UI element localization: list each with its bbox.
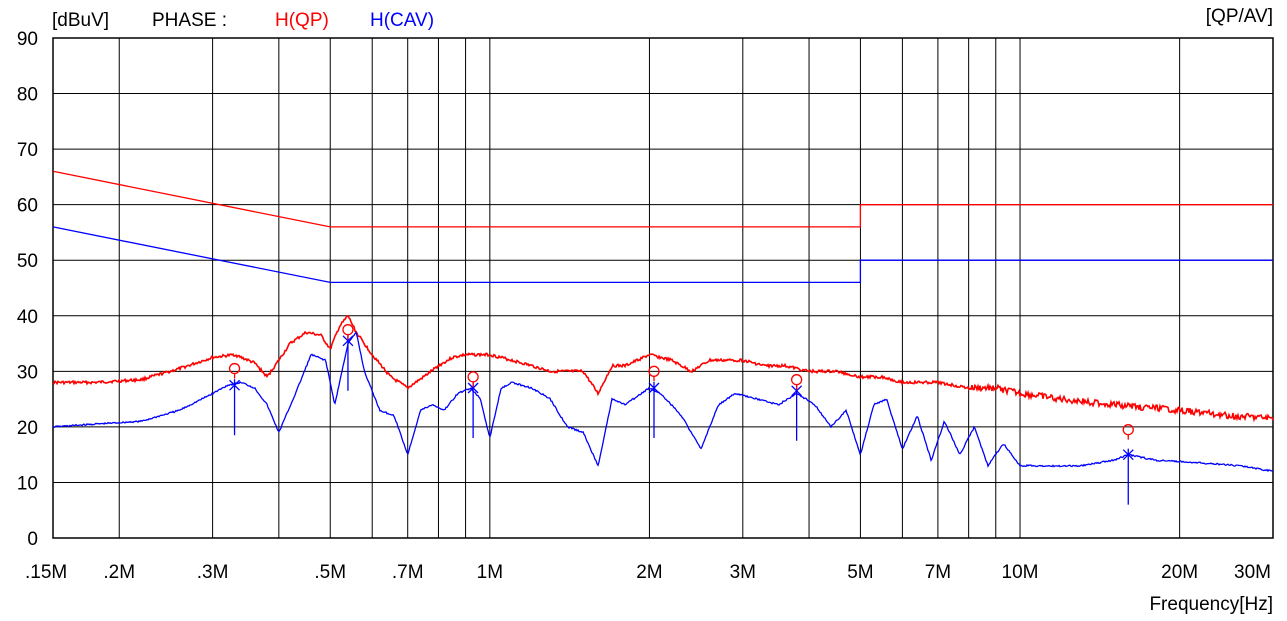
peak-marker-cav [229, 379, 241, 391]
x-tick-label: 5M [847, 562, 873, 583]
x-tick-label: 30M [1234, 562, 1271, 583]
x-tick-label: 3M [730, 562, 756, 583]
y-tick-label: 10 [17, 473, 38, 494]
detector-label: [QP/AV] [1205, 6, 1273, 27]
phase-label: PHASE : [152, 10, 227, 31]
y-tick-label: 50 [17, 251, 38, 272]
x-tick-label: 10M [1002, 562, 1039, 583]
limit-line [52, 170, 1273, 228]
y-tick-label: 20 [17, 418, 38, 439]
legend-qp: H(QP) [275, 10, 329, 31]
x-tick-label: 7M [925, 562, 951, 583]
peak-marker-qp [467, 371, 479, 383]
peak-marker-qp [228, 362, 241, 375]
series-line-qp [52, 314, 1274, 423]
limit-line [52, 226, 1273, 284]
x-tick-label: .2M [103, 562, 135, 583]
series-line-cav [52, 330, 1274, 473]
x-tick-label: .5M [314, 562, 346, 583]
x-tick-label: 1M [477, 562, 503, 583]
y-tick-label: 40 [17, 307, 38, 328]
peak-marker-cav [342, 335, 354, 347]
x-tick-label: .3M [197, 562, 229, 583]
plot-frame [52, 37, 1274, 539]
y-tick-label: 60 [17, 196, 38, 217]
y-tick-label: 90 [17, 29, 38, 50]
peak-marker-qp [342, 324, 354, 336]
peak-marker-qp [1122, 424, 1134, 436]
x-tick-label: .7M [392, 562, 424, 583]
x-axis-title: Frequency[Hz] [1149, 594, 1273, 615]
legend-cav: H(CAV) [370, 10, 435, 31]
y-tick-label: 30 [17, 362, 38, 383]
y-tick-label: 0 [27, 529, 38, 550]
peak-marker-cav [791, 385, 803, 397]
y-tick-label: 70 [17, 140, 38, 161]
x-tick-label: 2M [636, 562, 662, 583]
y-tick-label: 80 [17, 85, 38, 106]
peak-marker-cav [467, 382, 479, 394]
peak-marker-qp [790, 374, 803, 386]
y-unit-label: [dBuV] [52, 10, 110, 31]
x-tick-label: 20M [1161, 562, 1198, 583]
peak-marker-cav [648, 382, 660, 394]
x-tick-label: .15M [25, 562, 67, 583]
peak-marker-cav [1122, 449, 1134, 461]
